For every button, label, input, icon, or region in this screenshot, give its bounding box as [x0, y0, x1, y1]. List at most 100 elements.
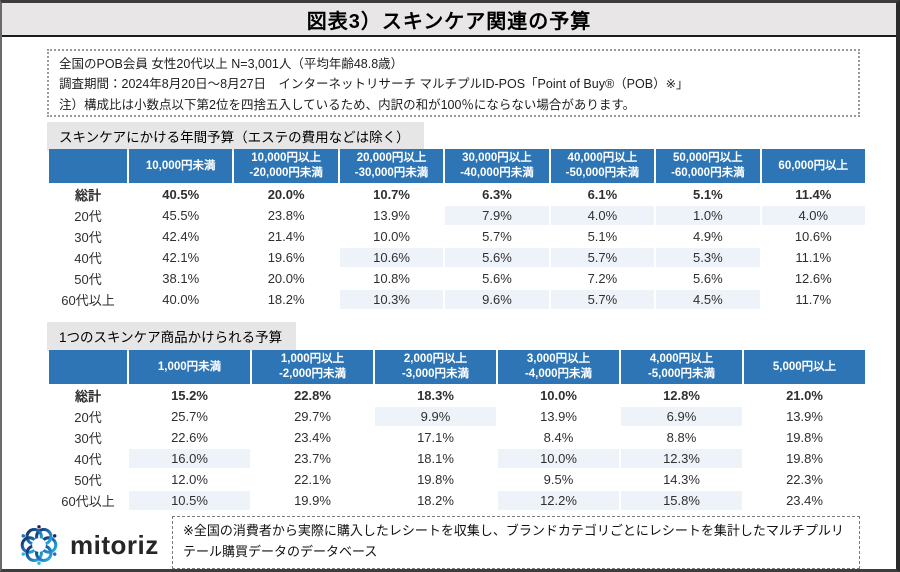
value-cell: 4.9%: [656, 227, 760, 246]
value-cell: 11.7%: [761, 290, 865, 309]
mitoriz-logo-icon: [20, 525, 58, 565]
value-cell: 13.9%: [498, 407, 619, 426]
footer-note-box: ※全国の消費者から実際に購入したレシートを収集し、ブランドカテゴリごとにレシート…: [172, 516, 860, 569]
value-cell: 10.8%: [339, 269, 444, 288]
page-title: 図表3）スキンケア関連の予算: [306, 10, 592, 33]
value-cell: 21.0%: [744, 386, 865, 405]
row-label: 総計: [49, 185, 127, 204]
table-row: 総計 40.5% 20.0% 10.7% 6.3% 6.1% 5.1% 11.4%: [49, 185, 865, 204]
title-band: 図表3）スキンケア関連の予算: [2, 3, 896, 37]
value-cell: 12.6%: [761, 269, 865, 288]
value-cell: 19.8%: [744, 449, 865, 468]
table-row: 30代 42.4% 21.4% 10.0% 5.7% 5.1% 4.9% 10.6%: [49, 227, 865, 246]
annual-budget-table: 10,000円未満 10,000円以上 -20,000円未満 20,000円以上 -…: [47, 147, 867, 311]
value-cell: 22.1%: [252, 470, 373, 489]
row-label: 60代以上: [49, 491, 127, 510]
survey-info-line2: 調査期間：2024年8月20日～8月27日 インターネットリサーチ マルチプルI…: [59, 77, 689, 92]
column-header: 3,000円以上 -4,000円未満: [498, 350, 619, 384]
table-row: 総計 15.2% 22.8% 18.3% 10.0% 12.8% 21.0%: [49, 386, 865, 405]
mitoriz-logo-text: mitoriz: [70, 529, 159, 560]
value-cell: 40.5%: [129, 185, 233, 204]
value-cell: 25.7%: [129, 407, 250, 426]
per-product-budget-section-label: 1つのスキンケア商品かけられる予算: [47, 322, 297, 351]
value-cell: 45.5%: [129, 206, 233, 225]
row-label: 20代: [49, 407, 127, 426]
value-cell: 12.0%: [129, 470, 250, 489]
value-cell: 14.3%: [621, 470, 742, 489]
row-label: 50代: [49, 269, 127, 288]
value-cell: 9.9%: [375, 407, 496, 426]
value-cell: 7.9%: [445, 206, 549, 225]
table-row: 40代 42.1% 19.6% 10.6% 5.6% 5.7% 5.3% 11.1%: [49, 248, 865, 267]
value-cell: 19.9%: [252, 491, 373, 510]
value-cell: 8.8%: [621, 428, 742, 447]
value-cell: 5.6%: [445, 248, 549, 267]
value-cell: 18.1%: [375, 449, 496, 468]
value-cell: 13.9%: [744, 407, 865, 426]
value-cell: 16.0%: [129, 449, 250, 468]
mitoriz-logo: mitoriz: [16, 521, 166, 569]
value-cell: 18.3%: [375, 386, 496, 405]
column-header: 2,000円以上 -3,000円未満: [375, 350, 496, 384]
value-cell: 5.3%: [656, 248, 760, 267]
value-cell: 20.0%: [234, 185, 338, 204]
value-cell: 22.8%: [252, 386, 373, 405]
value-cell: 10.0%: [339, 227, 444, 246]
value-cell: 10.5%: [129, 491, 250, 510]
column-header: 50,000円以上 -60,000円未満: [656, 149, 760, 183]
value-cell: 9.6%: [445, 290, 549, 309]
column-header: 4,000円以上 -5,000円未満: [621, 350, 742, 384]
value-cell: 19.6%: [234, 248, 338, 267]
value-cell: 22.3%: [744, 470, 865, 489]
table-row: 50代 38.1% 20.0% 10.8% 5.6% 7.2% 5.6% 12.6%: [49, 269, 865, 288]
value-cell: 23.4%: [252, 428, 373, 447]
value-cell: 5.6%: [656, 269, 760, 288]
value-cell: 5.1%: [656, 185, 760, 204]
value-cell: 15.2%: [129, 386, 250, 405]
value-cell: 19.8%: [744, 428, 865, 447]
value-cell: 8.4%: [498, 428, 619, 447]
value-cell: 40.0%: [129, 290, 233, 309]
survey-info-box: 全国のPOB会員 女性20代以上 N=3,001人（平均年齢48.8歳） 調査期…: [47, 49, 860, 117]
value-cell: 11.4%: [761, 185, 865, 204]
column-header: 20,000円以上 -30,000円未満: [339, 149, 444, 183]
column-header: 10,000円未満: [129, 149, 233, 183]
column-header: 30,000円以上 -40,000円未満: [445, 149, 549, 183]
value-cell: 6.1%: [550, 185, 655, 204]
row-label: 60代以上: [49, 290, 127, 309]
corner-header-cell: [49, 350, 127, 384]
row-label: 30代: [49, 428, 127, 447]
value-cell: 17.1%: [375, 428, 496, 447]
value-cell: 38.1%: [129, 269, 233, 288]
value-cell: 12.2%: [498, 491, 619, 510]
value-cell: 42.4%: [129, 227, 233, 246]
column-header: 1,000円未満: [129, 350, 250, 384]
value-cell: 12.8%: [621, 386, 742, 405]
value-cell: 1.0%: [656, 206, 760, 225]
value-cell: 11.1%: [761, 248, 865, 267]
value-cell: 10.7%: [339, 185, 444, 204]
value-cell: 12.3%: [621, 449, 742, 468]
value-cell: 6.9%: [621, 407, 742, 426]
value-cell: 9.5%: [498, 470, 619, 489]
value-cell: 10.6%: [761, 227, 865, 246]
column-header: 60,000円以上: [761, 149, 865, 183]
value-cell: 5.1%: [550, 227, 655, 246]
column-header: 1,000円以上 -2,000円未満: [252, 350, 373, 384]
table-row: 60代以上 40.0% 18.2% 10.3% 9.6% 5.7% 4.5% 11.7%: [49, 290, 865, 309]
value-cell: 29.7%: [252, 407, 373, 426]
column-header: 40,000円以上 -50,000円未満: [550, 149, 655, 183]
annual-budget-section-label: スキンケアにかける年間予算（エステの費用などは除く）: [47, 122, 424, 151]
row-label: 40代: [49, 248, 127, 267]
value-cell: 4.5%: [656, 290, 760, 309]
footer-note-text: ※全国の消費者から実際に購入したレシートを収集し、ブランドカテゴリごとにレシート…: [183, 523, 844, 559]
per-product-budget-table: 1,000円未満 1,000円以上 -2,000円未満 2,000円以上 -3,00…: [47, 348, 867, 512]
value-cell: 19.8%: [375, 470, 496, 489]
value-cell: 4.0%: [761, 206, 865, 225]
value-cell: 13.9%: [339, 206, 444, 225]
column-header: 5,000円以上: [744, 350, 865, 384]
value-cell: 10.6%: [339, 248, 444, 267]
value-cell: 6.3%: [445, 185, 549, 204]
table-row: 20代 45.5% 23.8% 13.9% 7.9% 4.0% 1.0% 4.0%: [49, 206, 865, 225]
